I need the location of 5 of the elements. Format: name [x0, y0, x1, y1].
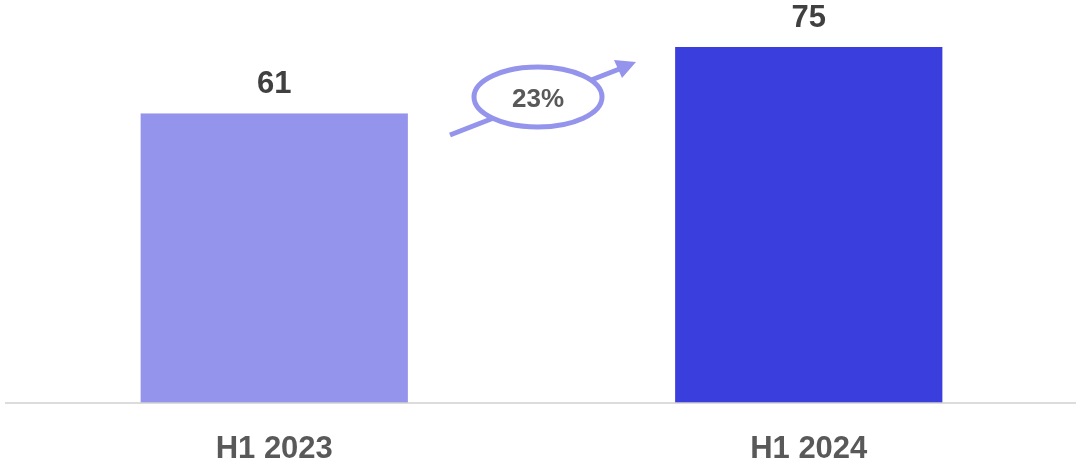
x-tick-label: H1 2023 [215, 430, 333, 465]
data-label: 75 [791, 0, 826, 34]
data-label: 61 [257, 65, 292, 101]
x-tick-label: H1 2024 [750, 430, 869, 465]
annotation: 23% [511, 83, 565, 113]
